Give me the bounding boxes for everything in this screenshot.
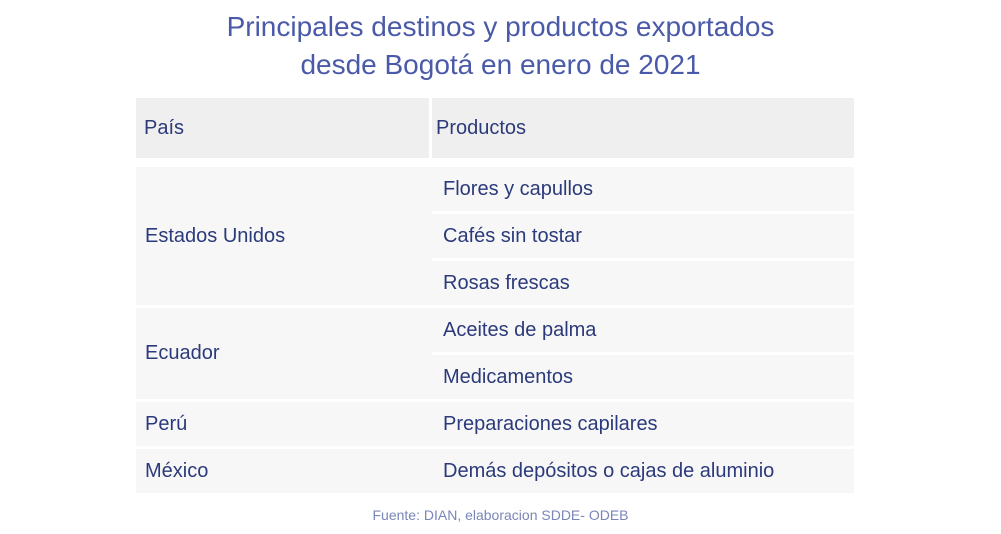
country-cell: Ecuador (136, 308, 432, 399)
country-cell: Perú (136, 402, 432, 446)
chart-title: Principales destinos y productos exporta… (0, 8, 1001, 84)
title-line-1: Principales destinos y productos exporta… (226, 11, 775, 42)
product-item: Rosas frescas (432, 261, 854, 305)
product-item: Flores y capullos (432, 167, 854, 211)
country-cell: México (136, 449, 432, 493)
table-row: México Demás depósitos o cajas de alumini… (136, 449, 854, 493)
product-item: Medicamentos (432, 355, 854, 399)
header-country: País (136, 98, 429, 158)
exports-table: País Productos Estados Unidos Flores y ca… (136, 98, 854, 496)
product-item: Aceites de palma (432, 308, 854, 352)
products-cell: Aceites de palma Medicamentos (432, 308, 854, 399)
product-item: Preparaciones capilares (432, 402, 854, 446)
country-cell: Estados Unidos (136, 167, 432, 305)
table-row: Ecuador Aceites de palma Medicamentos (136, 308, 854, 399)
products-cell: Preparaciones capilares (432, 402, 854, 446)
table-header: País Productos (136, 98, 854, 158)
title-line-2: desde Bogotá en enero de 2021 (300, 49, 701, 80)
product-item: Cafés sin tostar (432, 214, 854, 258)
source-note: Fuente: DIAN, elaboracion SDDE- ODEB (372, 507, 629, 523)
header-divider (429, 98, 432, 158)
products-cell: Flores y capullos Cafés sin tostar Rosas f… (432, 167, 854, 305)
header-products: Productos (432, 98, 854, 158)
table-row: Perú Preparaciones capilares (136, 402, 854, 446)
products-cell: Demás depósitos o cajas de aluminio (432, 449, 854, 493)
product-item: Demás depósitos o cajas de aluminio (432, 449, 854, 493)
table-row: Estados Unidos Flores y capullos Cafés sin… (136, 167, 854, 305)
table-body: Estados Unidos Flores y capullos Cafés sin… (136, 167, 854, 493)
